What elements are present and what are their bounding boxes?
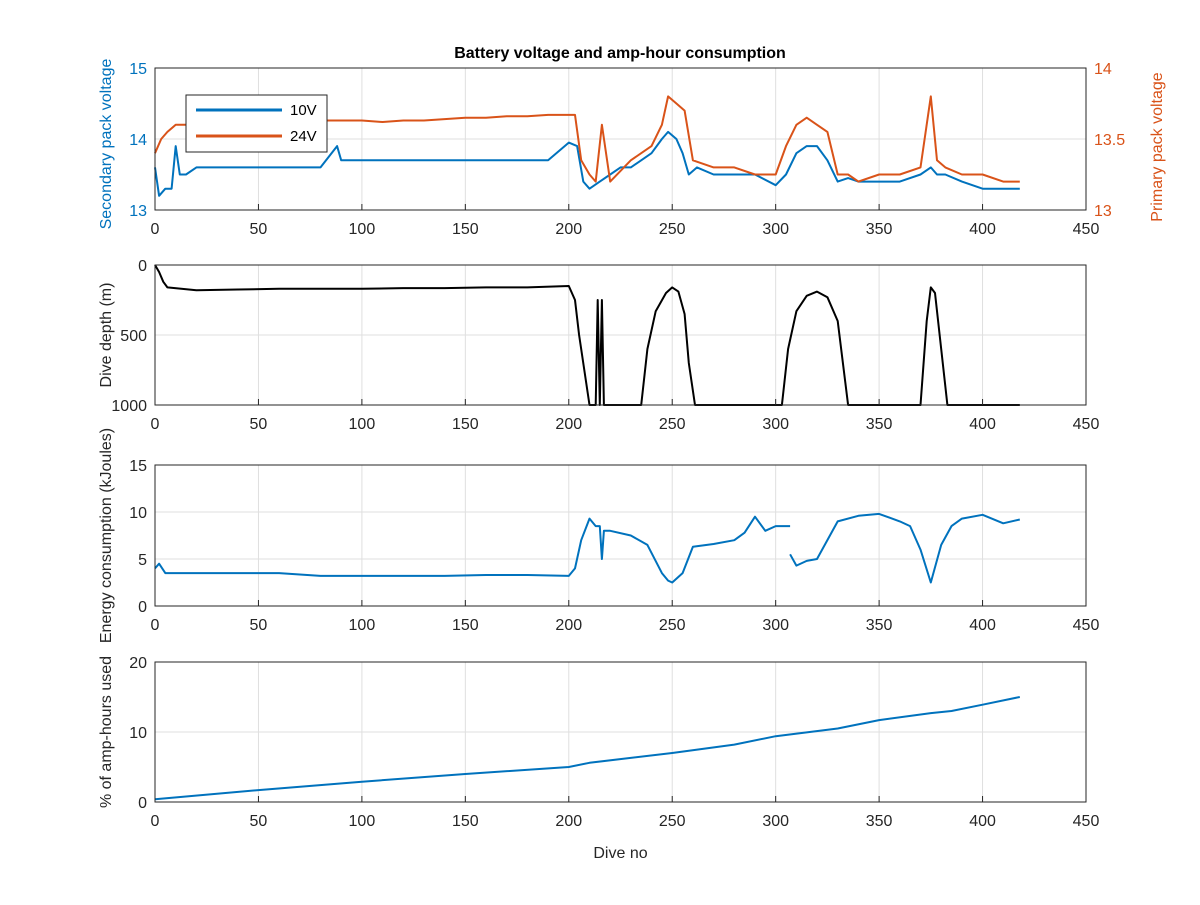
x-tick-label: 300 [762, 813, 789, 830]
x-tick-label: 150 [452, 416, 479, 433]
x-tick-label: 50 [250, 221, 268, 238]
amp-hours-panel: 0 50 100 150 200 250 300 350 400 450 0 10 20 % of amp… [98, 655, 1099, 862]
axes-frame [154, 67, 1087, 211]
legend: 10V 24V [185, 94, 328, 153]
y-tick-label: 500 [120, 328, 147, 345]
energy-panel: 0 50 100 150 200 250 300 350 400 450 0 5 10 15 Energy … [98, 428, 1099, 643]
series-line [154, 696, 1021, 801]
x-tick-label: 200 [555, 617, 582, 634]
y-tick-label: 15 [129, 458, 147, 475]
legend-label-10v: 10V [290, 102, 317, 119]
x-tick-label: 350 [866, 617, 893, 634]
legend-label-24v: 24V [290, 128, 317, 145]
y-tick-label: 0 [138, 795, 147, 812]
axes-frame [154, 661, 1087, 803]
x-tick-label: 450 [1073, 221, 1100, 238]
y-right-tick-label: 13 [1094, 203, 1112, 220]
x-tick-label: 50 [250, 416, 268, 433]
axes-frame [154, 464, 1087, 607]
y-tick-label: 0 [138, 258, 147, 275]
y-axis-title: % of amp-hours used [98, 656, 115, 808]
y-tick-label: 20 [129, 655, 147, 672]
figure-title: Battery voltage and amp-hour consumption [454, 45, 786, 62]
x-tick-label: 300 [762, 416, 789, 433]
x-tick-label: 100 [349, 813, 376, 830]
x-tick-label: 450 [1073, 617, 1100, 634]
x-tick-label: 350 [866, 813, 893, 830]
x-tick-label: 450 [1073, 416, 1100, 433]
y-axis-title: Energy consumption (kJoules) [98, 428, 115, 643]
y-axis-title: Dive depth (m) [98, 283, 115, 388]
x-tick-label: 0 [151, 416, 160, 433]
x-tick-label: 400 [969, 221, 996, 238]
series-line [154, 512, 1021, 584]
x-tick-label: 200 [555, 416, 582, 433]
x-tick-label: 250 [659, 813, 686, 830]
x-tick-label: 200 [555, 813, 582, 830]
x-tick-label: 50 [250, 813, 268, 830]
x-tick-label: 50 [250, 617, 268, 634]
y-right-tick-label: 14 [1094, 61, 1112, 78]
x-tick-label: 400 [969, 617, 996, 634]
y-axis-title-right: Primary pack voltage [1149, 72, 1166, 221]
x-tick-label: 0 [151, 617, 160, 634]
x-tick-label: 450 [1073, 813, 1100, 830]
y-tick-label: 10 [129, 505, 147, 522]
y-tick-label: 5 [138, 552, 147, 569]
x-tick-label: 250 [659, 617, 686, 634]
x-tick-label: 400 [969, 416, 996, 433]
series-line-10v [154, 130, 1020, 197]
axes-frame [154, 264, 1087, 406]
x-tick-label: 0 [151, 221, 160, 238]
x-tick-label: 100 [349, 617, 376, 634]
x-tick-label: 250 [659, 416, 686, 433]
x-tick-label: 100 [349, 221, 376, 238]
x-tick-label: 150 [452, 617, 479, 634]
y-right-tick-label: 13.5 [1094, 132, 1125, 149]
y-axis-title-left: Secondary pack voltage [98, 59, 115, 230]
legend-box [185, 94, 328, 153]
x-tick-label: 200 [555, 221, 582, 238]
x-tick-label: 250 [659, 221, 686, 238]
y-tick-label: 0 [138, 599, 147, 616]
y-tick-label: 10 [129, 725, 147, 742]
x-tick-label: 300 [762, 221, 789, 238]
x-tick-label: 150 [452, 221, 479, 238]
x-tick-label: 300 [762, 617, 789, 634]
x-tick-label: 0 [151, 813, 160, 830]
depth-panel: 0 50 100 150 200 250 300 350 400 450 0 500 1000 Dive … [98, 258, 1099, 433]
y-tick-label: 14 [129, 132, 147, 149]
x-axis-title: Dive no [593, 845, 647, 862]
x-tick-label: 150 [452, 813, 479, 830]
y-tick-label: 1000 [111, 398, 147, 415]
x-tick-label: 350 [866, 221, 893, 238]
x-tick-label: 100 [349, 416, 376, 433]
x-tick-label: 400 [969, 813, 996, 830]
y-tick-label: 15 [129, 61, 147, 78]
x-tick-label: 350 [866, 416, 893, 433]
y-tick-label: 13 [129, 203, 147, 220]
